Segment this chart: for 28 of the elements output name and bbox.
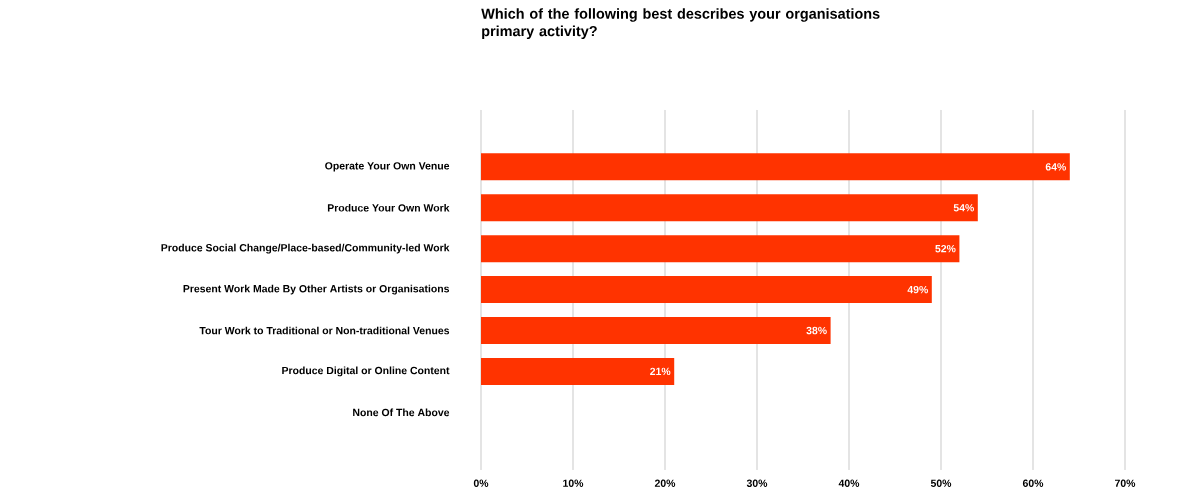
chart-title: Which of the following best describes your organisations primary activity? bbox=[481, 8, 880, 40]
data-label: 21% bbox=[650, 367, 671, 376]
data-label: 52% bbox=[935, 244, 956, 253]
bar bbox=[481, 316, 831, 344]
x-tick-label: 50% bbox=[930, 479, 952, 487]
bar bbox=[481, 235, 960, 263]
data-label: 38% bbox=[806, 326, 827, 335]
x-tick-label: 10% bbox=[563, 479, 584, 487]
bar bbox=[481, 194, 978, 222]
y-tick-label: Operate Your Own Venue bbox=[325, 162, 450, 172]
x-tick-label: 30% bbox=[746, 479, 768, 487]
x-tick-label: 70% bbox=[1114, 479, 1136, 487]
x-tick-label: 20% bbox=[654, 479, 676, 487]
bar bbox=[481, 153, 1070, 181]
y-tick-label: Tour Work to Traditional or Non-traditional Venues bbox=[199, 326, 450, 335]
data-label: 49% bbox=[907, 285, 928, 294]
y-tick-label: Produce Digital or Online Content bbox=[282, 366, 450, 377]
y-tick-label: Produce Social Change/Place-based/Community-led Work bbox=[161, 243, 450, 254]
bar bbox=[481, 276, 932, 304]
x-tick-label: 40% bbox=[838, 479, 860, 487]
y-tick-label: Produce Your Own Work bbox=[327, 203, 450, 212]
x-tick-label: 60% bbox=[1022, 479, 1044, 487]
data-label: 54% bbox=[953, 204, 974, 212]
data-label: 64% bbox=[1045, 163, 1066, 171]
y-tick-label: Present Work Made By Other Artists or Organisations bbox=[183, 284, 450, 295]
bar bbox=[481, 357, 675, 385]
y-tick-label: None Of The Above bbox=[353, 408, 450, 417]
x-tick-label: 0% bbox=[473, 479, 489, 487]
